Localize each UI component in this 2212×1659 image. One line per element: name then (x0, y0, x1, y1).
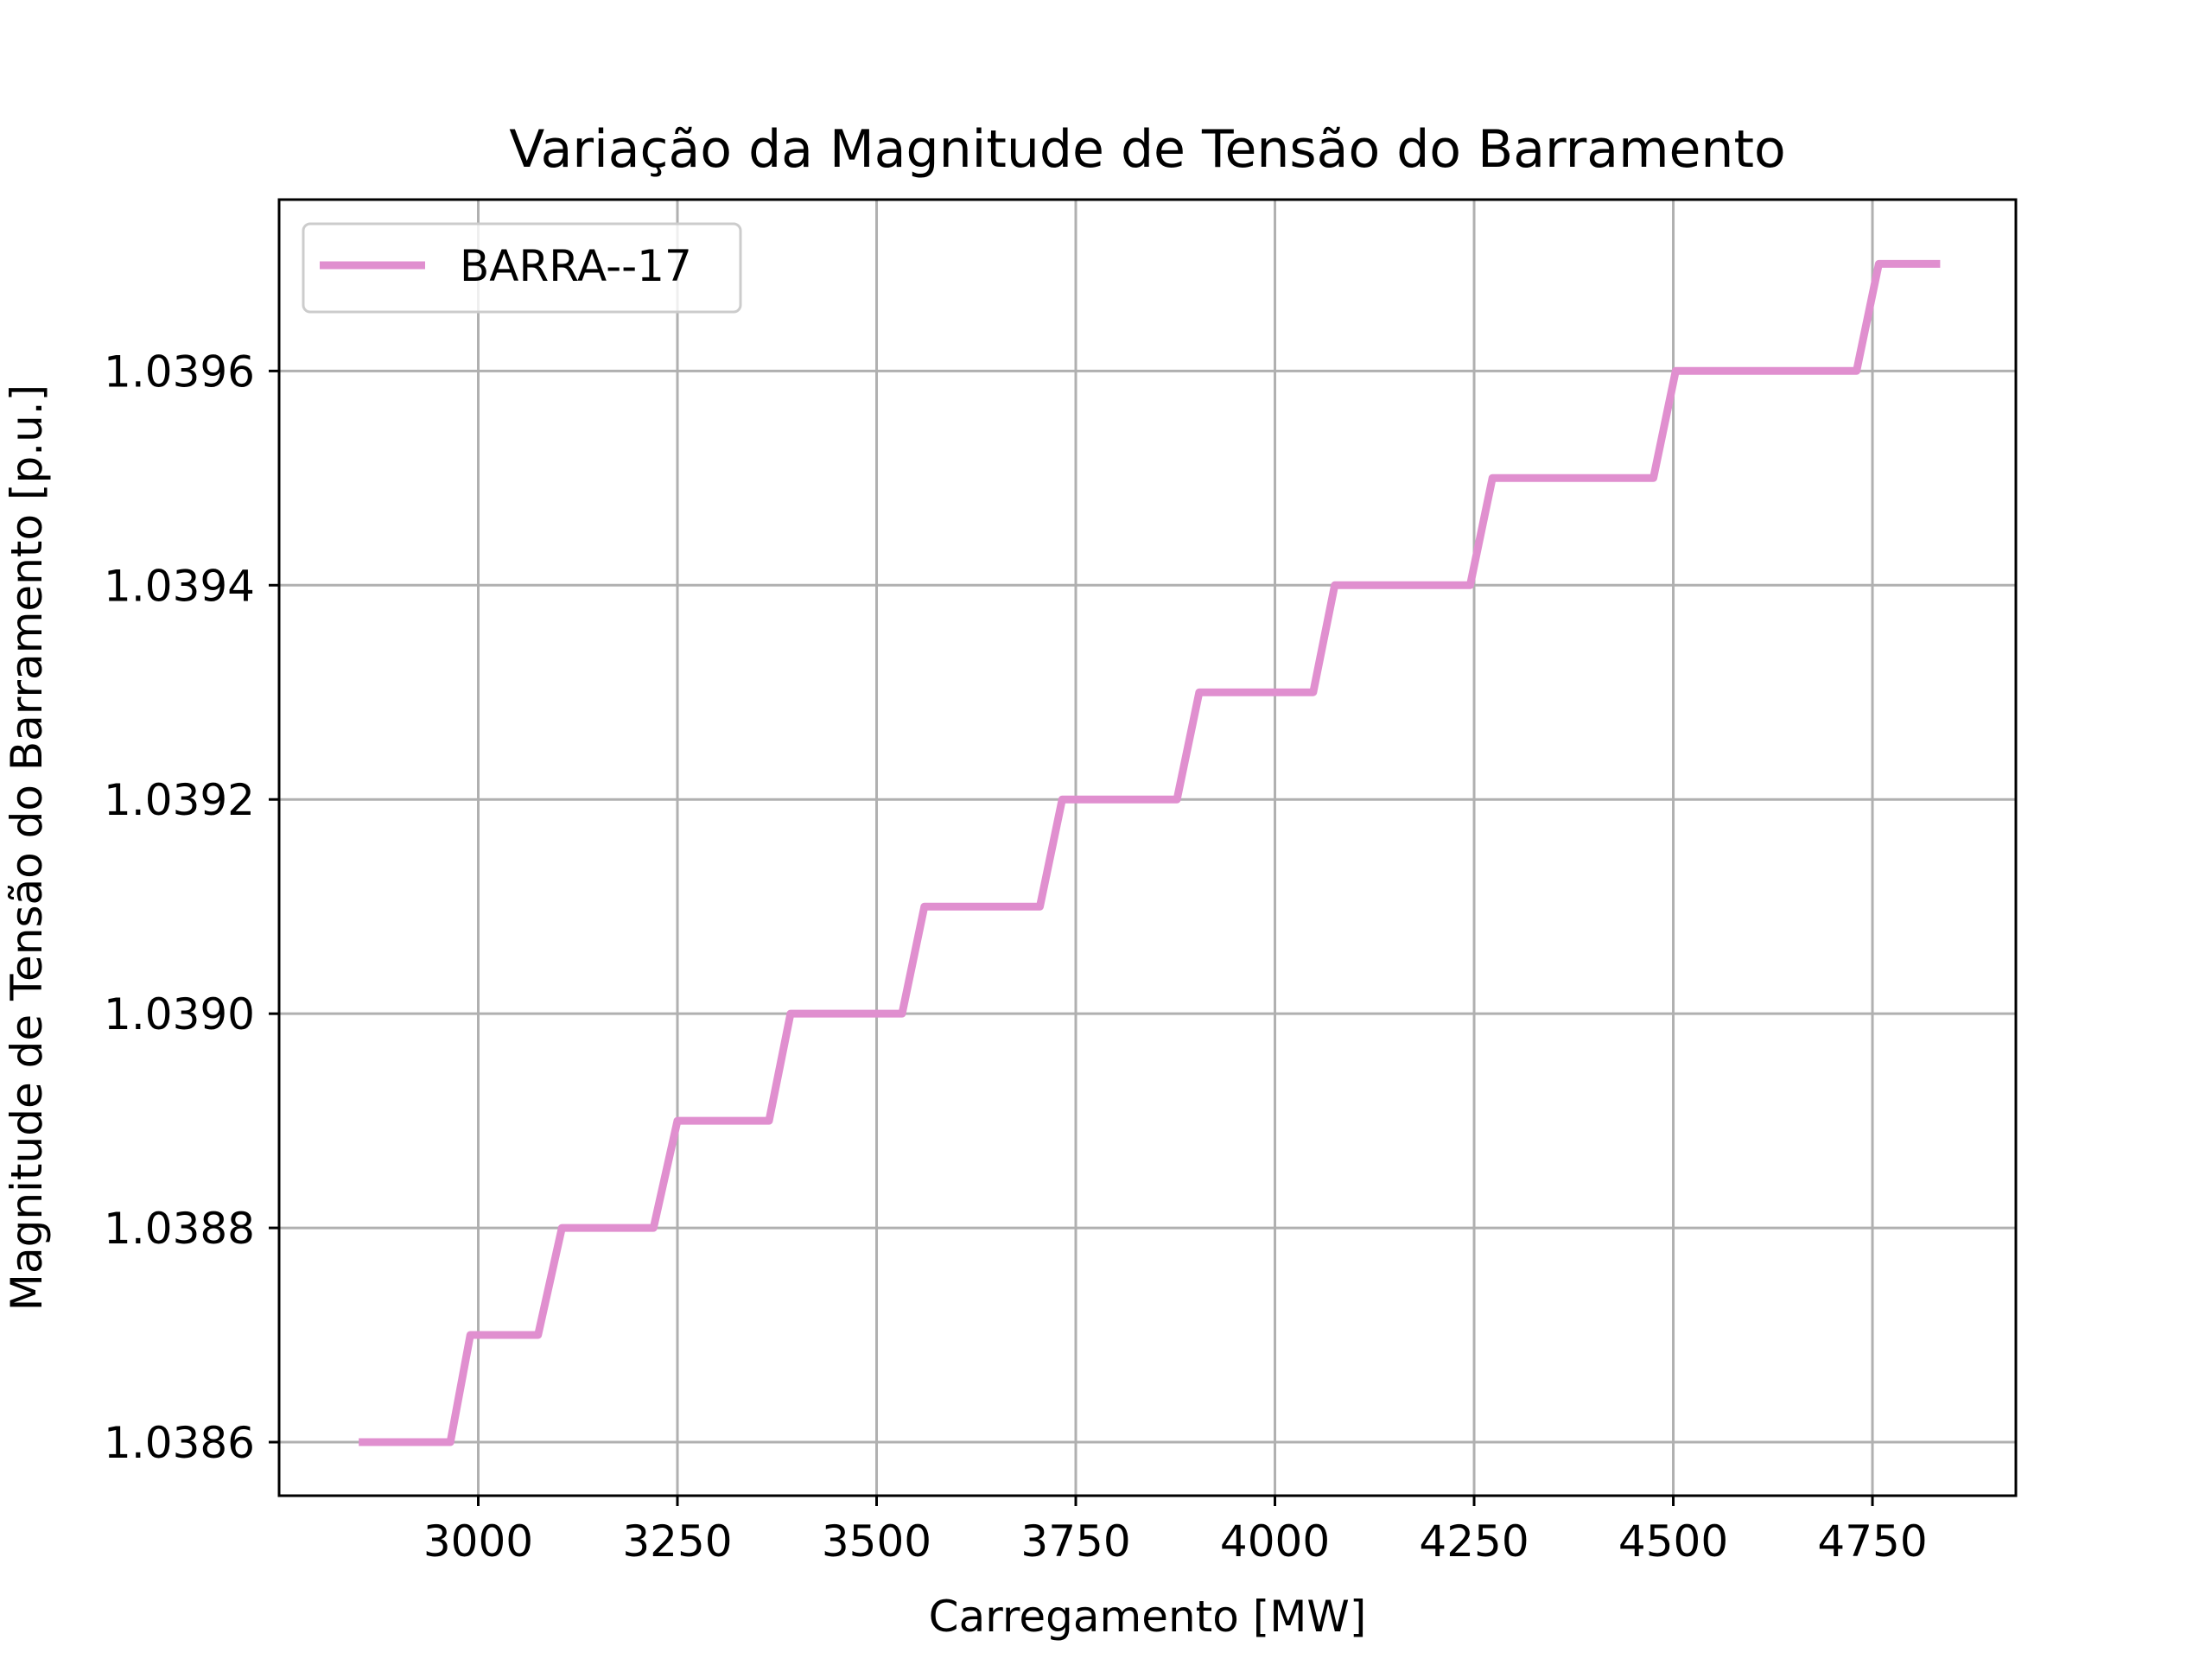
grid (279, 200, 2016, 1496)
x-tick-label: 3250 (622, 1516, 732, 1567)
legend-label: BARRA--17 (460, 241, 692, 291)
y-axis: 1.0386 1.0388 1.0390 1.0392 1.0394 1.0396 (104, 346, 279, 1468)
x-axis-label: Carregamento [MW] (929, 1592, 1367, 1642)
x-tick-label: 3000 (423, 1516, 533, 1567)
x-axis: 3000 3250 3500 3750 4000 4250 4500 4750 (423, 1496, 1928, 1567)
y-axis-label: Magnitude de Tensão do Barramento [p.u.] (2, 385, 52, 1311)
y-tick-label: 1.0386 (104, 1418, 255, 1468)
y-tick-label: 1.0392 (104, 775, 255, 825)
series-line-0 (359, 259, 1941, 1446)
legend-box (302, 222, 742, 314)
x-tick-label: 3750 (1020, 1516, 1130, 1567)
x-tick-label: 4750 (1817, 1516, 1927, 1567)
x-tick-label: 3500 (822, 1516, 931, 1567)
plot-frame (277, 198, 2018, 1497)
x-tick-label: 4250 (1419, 1516, 1529, 1567)
y-tick-label: 1.0394 (104, 561, 255, 611)
legend: BARRA--17 (302, 222, 742, 314)
x-tick-label: 4000 (1220, 1516, 1330, 1567)
y-tick-label: 1.0390 (104, 989, 255, 1039)
series-layer (359, 259, 1941, 1446)
y-tick-label: 1.0388 (104, 1204, 255, 1254)
x-tick-label: 4500 (1618, 1516, 1728, 1567)
chart-title: Variação da Magnitude de Tensão do Barra… (509, 119, 1785, 180)
y-tick-label: 1.0396 (104, 346, 255, 397)
